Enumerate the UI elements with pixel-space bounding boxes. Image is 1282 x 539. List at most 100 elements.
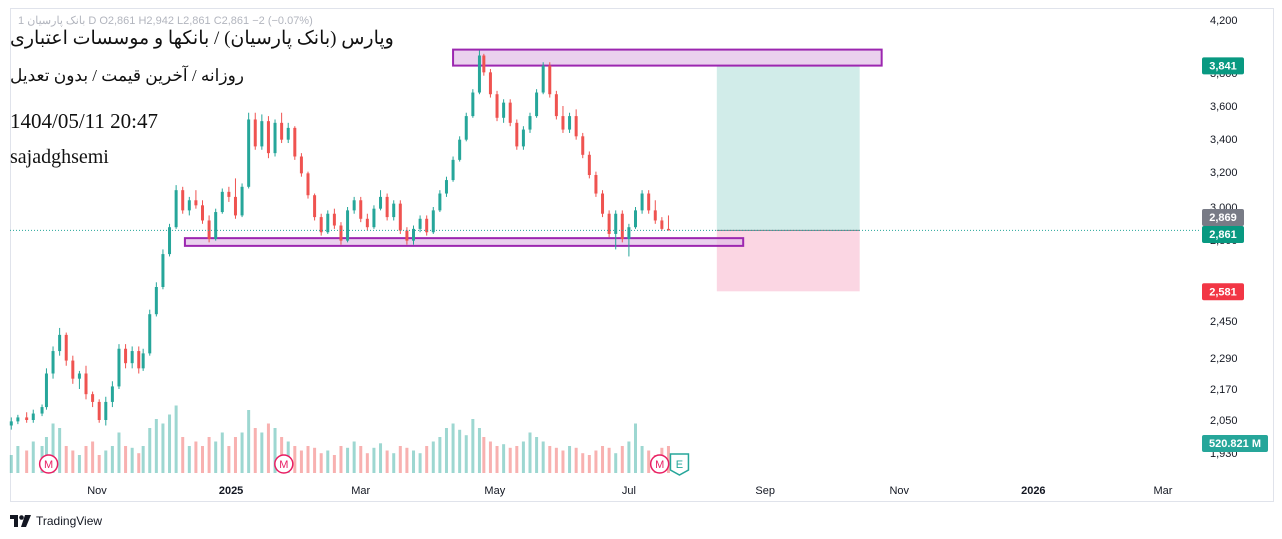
candle-body[interactable] (77, 373, 81, 379)
candle-body[interactable] (194, 200, 198, 206)
candle-body[interactable] (306, 173, 310, 196)
tradingview-logo[interactable]: TradingView (10, 512, 102, 530)
candle-body[interactable] (554, 94, 558, 117)
candle-body[interactable] (620, 213, 624, 239)
candle-body[interactable] (541, 65, 545, 93)
candle-body[interactable] (280, 122, 284, 140)
candle-body[interactable] (561, 116, 565, 130)
candle-body[interactable] (477, 55, 481, 93)
candle-body[interactable] (574, 116, 578, 137)
candle-body[interactable] (25, 417, 29, 420)
target-zone[interactable] (716, 65, 860, 231)
candle-body[interactable] (201, 205, 205, 221)
candle-body[interactable] (535, 92, 539, 117)
candle-body[interactable] (365, 218, 369, 228)
candle-body[interactable] (161, 254, 165, 287)
candle-body[interactable] (508, 102, 512, 123)
candle-body[interactable] (260, 121, 264, 147)
resistance-zone[interactable] (452, 48, 883, 67)
candle-body[interactable] (16, 417, 20, 422)
candle-body[interactable] (214, 212, 218, 239)
candle-body[interactable] (614, 213, 618, 234)
chart-frame[interactable] (10, 8, 1274, 502)
candle-body[interactable] (601, 193, 605, 214)
candle-body[interactable] (464, 116, 468, 140)
candle-body[interactable] (104, 401, 108, 420)
candle-body[interactable] (607, 213, 611, 234)
candle-body[interactable] (379, 196, 383, 209)
candle-body[interactable] (124, 348, 128, 364)
candle-body[interactable] (313, 195, 317, 218)
candle-body[interactable] (502, 102, 506, 118)
candle-body[interactable] (44, 373, 48, 408)
candle-body[interactable] (372, 208, 376, 228)
candle-body[interactable] (110, 386, 114, 402)
candle-body[interactable] (425, 218, 429, 233)
candle-body[interactable] (174, 190, 178, 228)
candle-body[interactable] (594, 175, 598, 194)
candle-body[interactable] (385, 196, 389, 218)
candle-body[interactable] (187, 200, 191, 211)
earnings-marker[interactable] (669, 453, 690, 476)
candle-body[interactable] (181, 190, 185, 211)
candle-body[interactable] (40, 407, 44, 414)
candle-body[interactable] (91, 394, 95, 402)
candle-body[interactable] (405, 230, 409, 241)
candle-body[interactable] (247, 119, 251, 187)
candle-body[interactable] (58, 334, 62, 352)
candle-body[interactable] (521, 129, 525, 147)
dividend-marker[interactable] (38, 454, 59, 474)
candle-body[interactable] (273, 122, 277, 154)
candle-body[interactable] (71, 360, 75, 379)
candle-body[interactable] (581, 136, 585, 155)
candle-body[interactable] (392, 203, 396, 218)
candle-body[interactable] (528, 116, 532, 130)
dividend-marker[interactable] (649, 454, 670, 474)
candle-body[interactable] (64, 334, 68, 361)
candle-body[interactable] (141, 353, 145, 369)
candle-body[interactable] (568, 116, 572, 130)
candle-body[interactable] (548, 65, 552, 95)
candle-body[interactable] (587, 154, 591, 176)
candle-body[interactable] (482, 55, 486, 73)
candle-body[interactable] (495, 94, 499, 118)
candle-body[interactable] (51, 351, 55, 374)
candle-body[interactable] (253, 119, 257, 147)
candle-body[interactable] (299, 156, 303, 174)
candle-body[interactable] (471, 92, 475, 117)
candle-body[interactable] (137, 351, 141, 369)
candle-body[interactable] (515, 122, 519, 147)
candle-body[interactable] (431, 210, 435, 233)
candle-body[interactable] (666, 228, 670, 231)
candle-body[interactable] (266, 121, 270, 154)
candle-body[interactable] (31, 413, 35, 420)
candle-body[interactable] (660, 220, 664, 229)
candle-body[interactable] (458, 139, 462, 160)
candle-body[interactable] (633, 210, 637, 228)
candle-body[interactable] (352, 200, 356, 211)
candle-body[interactable] (653, 210, 657, 221)
candle-body[interactable] (9, 421, 13, 426)
candle-body[interactable] (168, 227, 172, 255)
candle-body[interactable] (451, 159, 455, 181)
candle-body[interactable] (640, 193, 644, 211)
candle-body[interactable] (332, 213, 336, 226)
candle-body[interactable] (319, 217, 323, 233)
candle-body[interactable] (647, 193, 651, 211)
support-zone[interactable] (183, 237, 745, 247)
candle-body[interactable] (154, 287, 158, 315)
candle-body[interactable] (227, 191, 231, 197)
candle-body[interactable] (412, 228, 416, 241)
candle-body[interactable] (207, 220, 211, 239)
candle-body[interactable] (627, 227, 631, 239)
candle-body[interactable] (97, 401, 101, 420)
candle-body[interactable] (130, 351, 134, 364)
candle-body[interactable] (220, 191, 224, 213)
candle-body[interactable] (438, 193, 442, 211)
candle-body[interactable] (148, 314, 152, 354)
candle-body[interactable] (117, 348, 121, 387)
candle-body[interactable] (339, 225, 343, 241)
candle-body[interactable] (293, 127, 297, 157)
candle-body[interactable] (346, 210, 350, 241)
